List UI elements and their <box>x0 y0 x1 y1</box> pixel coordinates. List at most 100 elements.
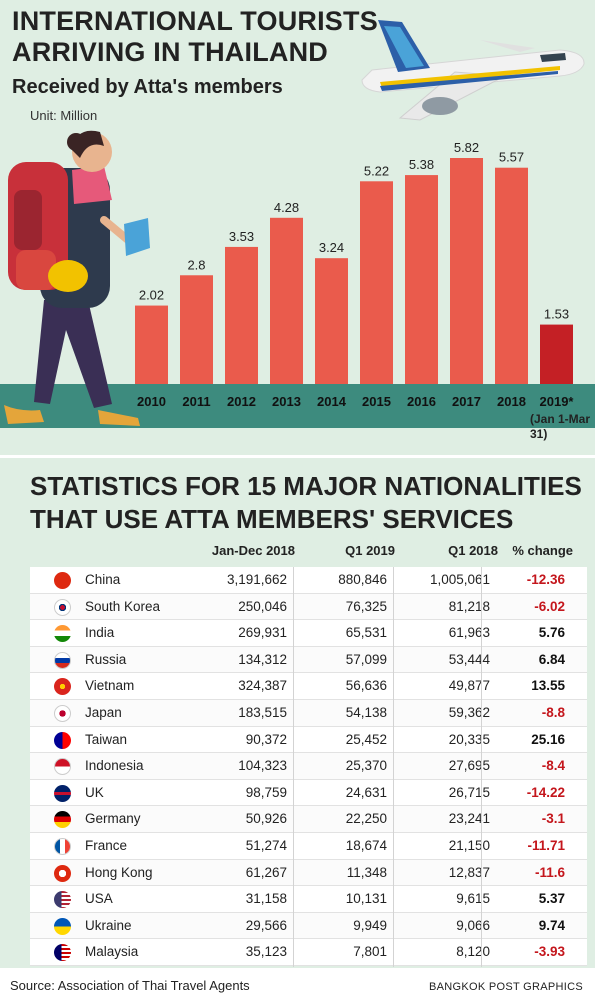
value-label-2013: 4.28 <box>274 200 299 215</box>
japan-flag-icon <box>54 704 71 722</box>
bar-2019* <box>540 324 573 384</box>
value-q1-2019: 25,370 <box>345 758 387 774</box>
table-row: Russia 134,312 57,099 53,444 6.84 <box>30 646 587 674</box>
indonesia-flag-icon <box>54 758 71 776</box>
value-q1-2018: 59,362 <box>448 704 490 720</box>
chart-title: INTERNATIONAL TOURISTS ARRIVING IN THAIL… <box>12 6 378 67</box>
header-q1-2018: Q1 2018 <box>448 543 498 558</box>
category-label-2016: 2016 <box>407 394 436 409</box>
value-change: -12.36 <box>526 572 565 587</box>
country-name: Malaysia <box>85 944 139 960</box>
chart-panel: 2.02 2010 2.8 2011 3.53 2012 4.28 2013 3.24 2014 5… <box>0 0 595 455</box>
value-year2018: 51,274 <box>245 837 287 853</box>
bar-2016 <box>405 175 438 384</box>
category-label-2013: 2013 <box>272 394 301 409</box>
value-change: 25.16 <box>531 731 565 747</box>
value-q1-2018: 1,005,061 <box>429 572 490 587</box>
china-flag-icon <box>54 572 71 589</box>
country-name: Indonesia <box>85 758 144 774</box>
value-label-2010: 2.02 <box>139 288 164 303</box>
value-change: 5.76 <box>538 625 565 641</box>
header-change: % change <box>512 543 573 558</box>
column-headers: Jan-Dec 2018 Q1 2019 Q1 2018 % change <box>0 543 595 563</box>
bars-group: 2.02 2010 2.8 2011 3.53 2012 4.28 2013 3.24 2014 5… <box>135 140 574 409</box>
category-label-2015: 2015 <box>362 394 391 409</box>
value-q1-2018: 53,444 <box>448 651 490 667</box>
value-year2018: 50,926 <box>245 811 287 827</box>
table-row: China 3,191,662 880,846 1,005,061 -12.36 <box>30 567 587 594</box>
ukraine-flag-icon <box>54 917 71 935</box>
nationality-table: China 3,191,662 880,846 1,005,061 -12.36 Sout… <box>30 567 587 966</box>
bar-2010 <box>135 305 168 384</box>
value-label-2018: 5.57 <box>499 150 524 165</box>
france-flag-icon <box>54 837 71 855</box>
country-name: South Korea <box>85 598 161 614</box>
value-change: -3.1 <box>541 811 565 827</box>
bar-2014 <box>315 258 348 384</box>
value-year2018: 3,191,662 <box>226 572 287 587</box>
bar-2013 <box>270 217 303 384</box>
country-name: India <box>85 625 115 641</box>
value-q1-2018: 27,695 <box>448 758 490 774</box>
uk-flag-icon <box>54 784 71 802</box>
value-year2018: 324,387 <box>238 678 287 694</box>
table-row: Japan 183,515 54,138 59,362 -8.8 <box>30 699 587 727</box>
country-name: Taiwan <box>85 731 128 747</box>
value-year2018: 61,267 <box>245 864 287 880</box>
bar-2012 <box>225 246 258 384</box>
germany-flag-icon <box>54 811 71 829</box>
country-name: France <box>85 837 128 853</box>
unit-label: Unit: Million <box>30 108 98 123</box>
value-q1-2018: 23,241 <box>448 811 490 827</box>
country-name: USA <box>85 891 113 907</box>
category-label-2019*: 2019* <box>540 394 575 409</box>
taiwan-flag-icon <box>54 731 71 749</box>
value-change: -6.02 <box>534 598 565 614</box>
traveler-illustration <box>4 130 150 426</box>
usa-flag-icon <box>54 891 71 909</box>
value-year2018: 98,759 <box>245 784 287 800</box>
south-korea-flag-icon <box>54 598 71 616</box>
bar-2017 <box>450 158 483 384</box>
table-row: Germany 50,926 22,250 23,241 -3.1 <box>30 806 587 833</box>
value-label-2019*: 1.53 <box>544 307 569 322</box>
value-q1-2019: 9,949 <box>353 917 387 933</box>
value-year2018: 104,323 <box>238 758 287 774</box>
value-q1-2018: 9,615 <box>456 891 490 907</box>
category-label-2014: 2014 <box>317 394 347 409</box>
value-change: -3.93 <box>534 944 565 960</box>
value-change: 13.55 <box>531 678 565 694</box>
table-row: Ukraine 29,566 9,949 9,066 9.74 <box>30 912 587 940</box>
vietnam-flag-icon <box>54 678 71 696</box>
value-change: 5.37 <box>538 891 565 907</box>
bar-2018 <box>495 167 528 384</box>
value-year2018: 90,372 <box>245 731 287 747</box>
value-year2018: 29,566 <box>245 917 287 933</box>
value-change: -11.71 <box>527 837 565 853</box>
value-year2018: 35,123 <box>245 944 287 960</box>
value-q1-2018: 61,963 <box>448 625 490 641</box>
table-row: Hong Kong 61,267 11,348 12,837 -11.6 <box>30 859 587 887</box>
value-q1-2019: 54,138 <box>345 704 387 720</box>
value-label-2012: 3.53 <box>229 229 254 244</box>
airplane-icon <box>361 20 585 121</box>
value-year2018: 250,046 <box>238 598 287 614</box>
value-change: -11.6 <box>534 864 565 880</box>
value-year2018: 134,312 <box>238 651 287 667</box>
value-q1-2018: 21,150 <box>448 837 490 853</box>
value-q1-2018: 26,715 <box>448 784 490 800</box>
category-label-2011: 2011 <box>182 394 210 409</box>
value-change: 9.74 <box>538 917 565 933</box>
country-name: Japan <box>85 704 122 720</box>
value-q1-2019: 24,631 <box>345 784 387 800</box>
value-q1-2018: 81,218 <box>448 598 490 614</box>
country-name: Ukraine <box>85 917 132 933</box>
value-q1-2019: 25,452 <box>345 731 387 747</box>
malaysia-flag-icon <box>54 944 71 962</box>
chart-subtitle: Received by Atta's members <box>12 76 283 98</box>
country-name: Germany <box>85 811 141 827</box>
table-title: STATISTICS FOR 15 MAJOR NATIONALITIES TH… <box>30 471 582 534</box>
value-change: -8.8 <box>541 704 565 720</box>
value-label-2016: 5.38 <box>409 157 434 172</box>
header-q1-2019: Q1 2019 <box>345 543 395 558</box>
